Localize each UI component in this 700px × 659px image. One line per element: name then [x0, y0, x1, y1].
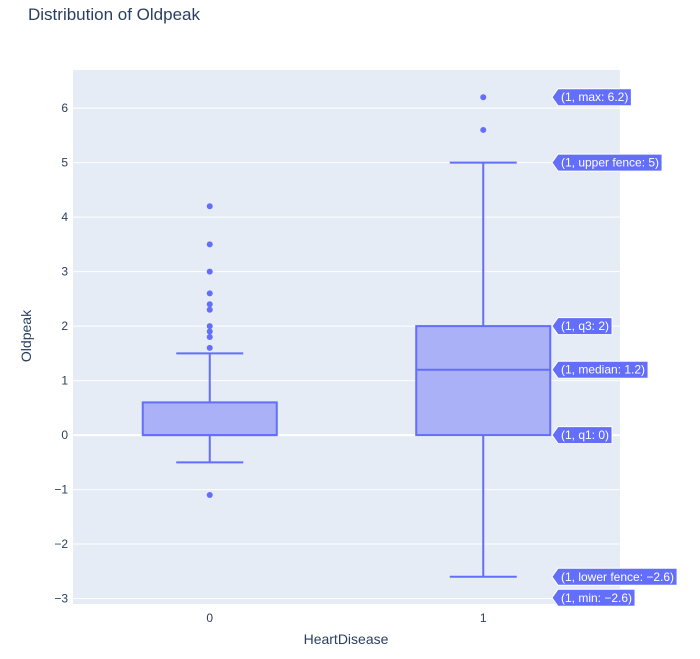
outlier-point — [206, 344, 213, 351]
outlier-point — [480, 94, 487, 101]
box-1 — [415, 94, 552, 578]
outlier-point — [480, 126, 487, 133]
x-tick-label: 1 — [480, 611, 487, 625]
box-0 — [141, 203, 278, 499]
hover-label-text: (1, q1: 0) — [561, 428, 609, 442]
hover-label-text: (1, q3: 2) — [561, 319, 609, 333]
y-tick-label: 2 — [61, 319, 68, 333]
hover-label: (1, lower fence: −2.6) — [551, 567, 678, 586]
outlier-point — [206, 290, 213, 297]
hover-label-bg — [551, 426, 613, 445]
hover-label-text: (1, median: 1.2) — [561, 363, 645, 377]
y-tick-label: 6 — [61, 101, 68, 115]
x-axis-label: HeartDisease — [304, 631, 389, 647]
hover-label-text: (1, min: −2.6) — [561, 591, 632, 605]
x-tick-label: 0 — [206, 611, 213, 625]
outlier-point — [206, 328, 213, 335]
hover-label: (1, median: 1.2) — [551, 360, 649, 379]
y-tick-label: −1 — [54, 483, 68, 497]
y-tick-label: 3 — [61, 265, 68, 279]
outlier-point — [206, 203, 213, 210]
hover-label: (1, q3: 2) — [551, 317, 613, 336]
y-tick-label: −2 — [54, 537, 68, 551]
y-axis-ticks: 6 5 4 3 2 1 0 −1 −2 −3 — [54, 101, 68, 605]
outlier-point — [206, 334, 213, 340]
y-tick-label: 4 — [61, 210, 68, 224]
iqr-box — [141, 401, 278, 437]
outlier-point — [206, 492, 213, 499]
hover-labels: (1, max: 6.2) (1, upper fence: 5) (1, q3: … — [551, 88, 678, 607]
y-axis-label: Oldpeak — [18, 309, 34, 362]
y-tick-label: −3 — [54, 592, 68, 606]
boxes — [141, 94, 552, 578]
y-tick-label: 5 — [61, 156, 68, 170]
hover-label-bg — [551, 588, 636, 607]
outlier-point — [206, 306, 213, 313]
hover-label: (1, q1: 0) — [551, 426, 613, 445]
chart-title: Distribution of Oldpeak — [28, 5, 200, 24]
outlier-point — [206, 301, 213, 308]
hover-label-text: (1, upper fence: 5) — [561, 156, 659, 170]
outlier-point — [206, 241, 213, 248]
hover-label: (1, upper fence: 5) — [551, 153, 663, 172]
hover-label-text: (1, max: 6.2) — [561, 90, 628, 104]
y-tick-label: 1 — [61, 374, 68, 388]
hover-label-bg — [551, 317, 613, 336]
hover-label-bg — [551, 88, 632, 107]
y-tick-label: 0 — [61, 428, 68, 442]
hover-label: (1, max: 6.2) — [551, 88, 632, 107]
iqr-box — [415, 325, 552, 437]
hover-label-text: (1, lower fence: −2.6) — [561, 570, 674, 584]
hover-label-bg — [551, 360, 649, 379]
hover-label: (1, min: −2.6) — [551, 588, 636, 607]
outlier-point — [206, 268, 213, 275]
hover-label-bg — [551, 567, 678, 586]
outlier-point — [206, 323, 213, 330]
hover-label-bg — [551, 153, 663, 172]
